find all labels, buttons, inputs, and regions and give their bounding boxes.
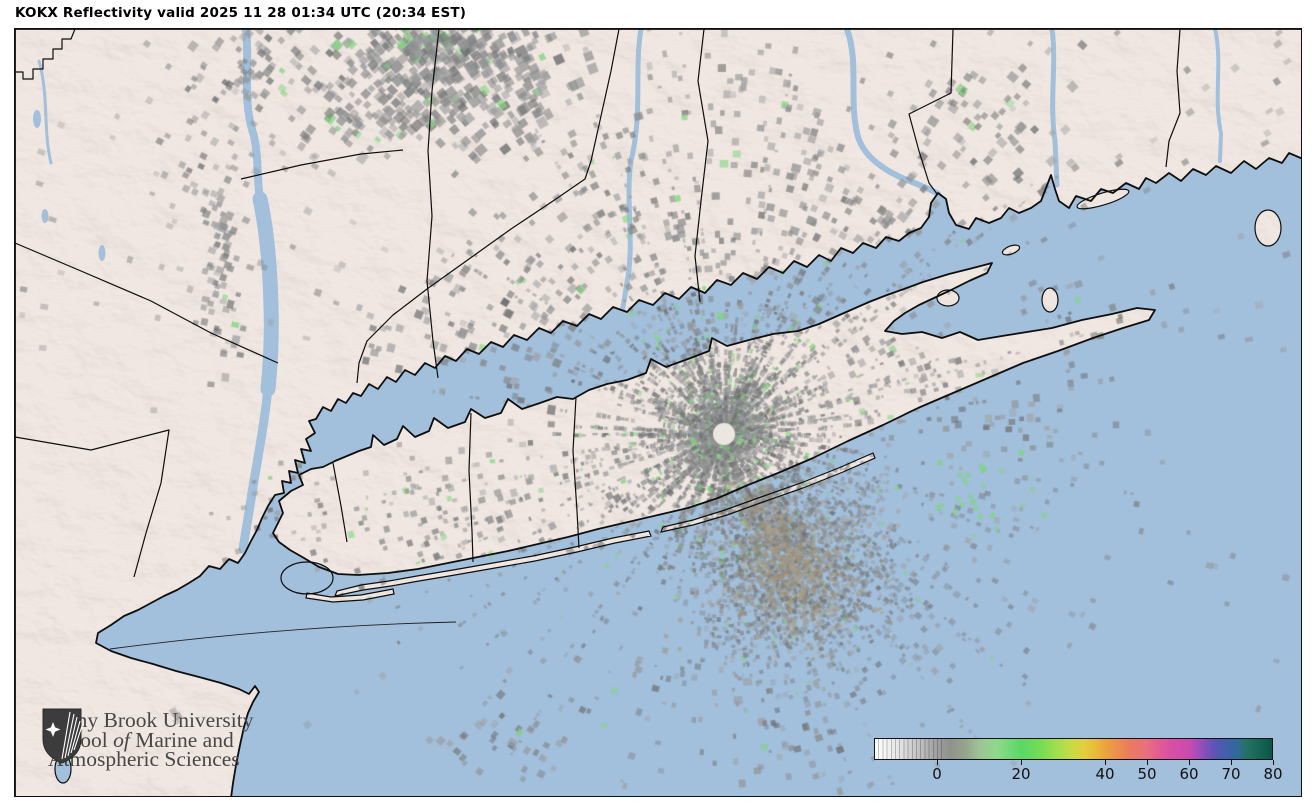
logo-line-3: Atmospheric Sciences bbox=[48, 747, 240, 771]
colorbar-tick bbox=[1147, 760, 1148, 765]
colorbar-gradient bbox=[874, 738, 1273, 760]
stonybrook-shield-icon bbox=[42, 708, 83, 764]
plot-title: KOKX Reflectivity valid 2025 11 28 01:34… bbox=[15, 5, 467, 21]
radar-echo-layer bbox=[15, 29, 1301, 796]
colorbar-tick bbox=[1188, 760, 1190, 765]
colorbar-tick bbox=[1021, 760, 1022, 765]
boundary-layer bbox=[15, 29, 1301, 796]
colorbar-tick bbox=[1105, 760, 1106, 765]
colorbar-tick-label: 70 bbox=[1221, 765, 1241, 783]
map-plot-area: 0 20 40 50 60 70 80 Stony Brook University Sch… bbox=[14, 28, 1302, 797]
colorbar-tick-label: 0 bbox=[932, 765, 942, 783]
colorbar-tick-label: 50 bbox=[1137, 765, 1157, 783]
colorbar-tick-label: 80 bbox=[1263, 765, 1283, 783]
colorbar-tick bbox=[937, 760, 938, 765]
stonybrook-logo: Stony Brook University School of Marine … bbox=[41, 707, 253, 770]
reflectivity-colorbar: 0 20 40 50 60 70 80 bbox=[874, 738, 1283, 783]
colorbar-tick-label: 60 bbox=[1179, 765, 1199, 783]
colorbar-tick bbox=[1273, 760, 1274, 765]
colorbar-tick bbox=[1231, 760, 1232, 765]
colorbar-tick-label: 20 bbox=[1011, 765, 1031, 783]
colorbar-bins-overlay bbox=[874, 738, 944, 760]
logo-line-1: Stony Brook University bbox=[48, 708, 254, 732]
colorbar-tick-label: 40 bbox=[1095, 765, 1115, 783]
